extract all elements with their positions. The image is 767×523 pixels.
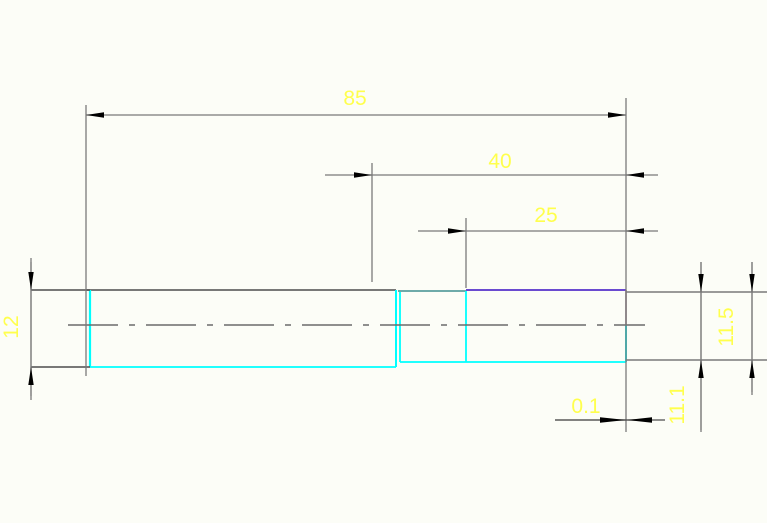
dimension-label-25: 25 [534,204,557,227]
arrow-40-left [354,172,372,178]
dimension-label-85: 85 [343,87,366,110]
arrow-85-left [86,112,104,118]
dimension-length-40: 40 [325,150,658,178]
arrow-11-5-top [749,274,755,292]
part-outline [31,289,767,368]
arrow-12-top [28,272,34,290]
extension-lines [30,98,753,432]
arrow-11-1-bottom [698,360,704,378]
dimension-overall-length: 85 [86,87,626,118]
arrow-25-right [626,228,644,234]
arrow-11-1-top [698,274,704,292]
arrow-0-1-right [626,417,652,423]
dimension-length-25: 25 [418,204,658,234]
dimension-label-11-5: 11.5 [715,307,738,346]
dimension-label-0-1: 0.1 [571,395,600,418]
arrow-0-1-left [600,417,626,423]
dimension-diameter-11-1: 11.1 [666,262,704,430]
arrow-12-bottom [28,367,34,385]
dimension-label-12: 12 [0,315,23,338]
arrow-25-left [448,228,466,234]
dimension-diameter-11-5: 11.5 [715,262,755,392]
dimension-chamfer-0-1: 0.1 [555,395,665,423]
dimension-label-40: 40 [488,150,511,173]
arrow-85-right [608,112,626,118]
arrow-11-5-bottom [749,360,755,378]
dimension-label-11-1: 11.1 [666,385,689,424]
dimension-diameter-12: 12 [0,262,34,396]
arrow-40-right [626,172,644,178]
